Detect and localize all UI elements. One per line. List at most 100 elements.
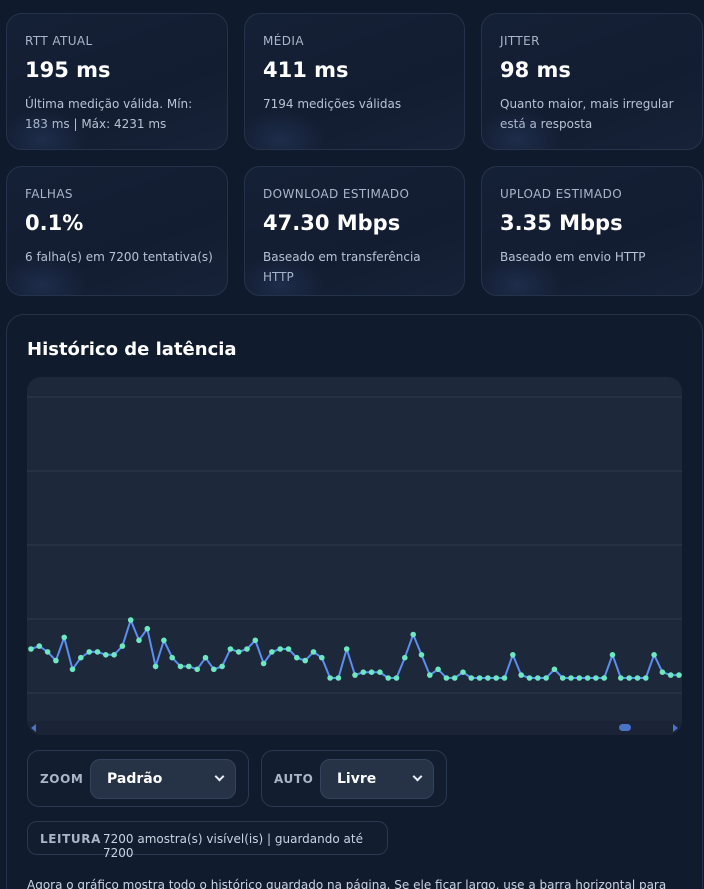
panel-title: Histórico de latência xyxy=(27,339,237,360)
latency-point xyxy=(127,617,134,623)
latency-point xyxy=(119,643,126,649)
stat-value: 3.35 Mbps xyxy=(500,211,623,235)
latency-point xyxy=(410,631,417,638)
latency-point xyxy=(352,672,358,678)
latency-point xyxy=(144,625,151,632)
latency-point xyxy=(593,675,599,681)
latency-point xyxy=(551,666,558,673)
latency-point xyxy=(327,675,333,681)
latency-chart-svg xyxy=(27,396,682,694)
latency-point xyxy=(269,649,275,655)
latency-point xyxy=(111,652,117,658)
latency-point xyxy=(659,669,666,675)
stat-label: JITTER xyxy=(500,34,540,48)
stat-card-jitter: JITTER 98 ms Quanto maior, mais irregula… xyxy=(481,13,703,150)
latency-point xyxy=(36,643,43,649)
latency-point xyxy=(568,675,574,681)
latency-point xyxy=(69,666,76,673)
latency-history-panel: Histórico de latência ZOOM Padrão AUTO L… xyxy=(6,314,703,889)
stat-description: 7194 medições válidas xyxy=(263,97,402,111)
latency-point xyxy=(676,672,682,678)
auto-label: AUTO xyxy=(274,772,314,786)
latency-point xyxy=(385,675,392,681)
latency-point xyxy=(319,654,325,661)
latency-point xyxy=(294,654,300,661)
stat-label: FALHAS xyxy=(25,187,73,201)
latency-point xyxy=(202,654,209,661)
latency-point xyxy=(335,675,342,681)
stat-label: DOWNLOAD ESTIMADO xyxy=(263,187,410,201)
latency-point xyxy=(28,646,34,652)
latency-point xyxy=(518,672,524,678)
latency-point xyxy=(526,675,533,681)
latency-point xyxy=(393,675,400,681)
latency-point xyxy=(501,675,508,681)
stat-value: 47.30 Mbps xyxy=(263,211,401,235)
latency-point xyxy=(418,652,425,658)
latency-point xyxy=(277,646,283,652)
latency-point xyxy=(443,675,450,681)
scroll-left-arrow-icon[interactable] xyxy=(31,724,36,732)
stat-value: 411 ms xyxy=(263,58,349,82)
latency-series-line xyxy=(30,617,679,679)
latency-point xyxy=(285,646,292,652)
latency-point xyxy=(468,675,475,681)
reading-text: 7200 amostra(s) visível(is) | guardando … xyxy=(103,832,363,860)
latency-point xyxy=(377,669,383,675)
stat-label: MÉDIA xyxy=(263,34,304,48)
latency-point xyxy=(169,654,175,661)
latency-point xyxy=(78,654,84,661)
latency-point xyxy=(651,652,657,658)
zoom-select-value: Padrão xyxy=(107,771,163,787)
latency-point xyxy=(302,657,309,664)
latency-point xyxy=(211,666,217,673)
latency-point xyxy=(244,646,250,652)
latency-point xyxy=(260,660,267,667)
latency-point xyxy=(510,652,516,658)
stat-card-falhas: FALHAS 0.1% 6 falha(s) em 7200 tentativa… xyxy=(6,166,228,296)
chart-horizontal-scrollbar[interactable] xyxy=(27,721,682,735)
latency-point xyxy=(476,675,483,681)
latency-point xyxy=(535,675,541,681)
latency-point xyxy=(235,649,242,655)
reading-info: LEITURA 7200 amostra(s) visível(is) | gu… xyxy=(27,821,388,860)
latency-point xyxy=(435,666,441,673)
stat-description: Baseado em envio HTTP xyxy=(500,250,646,264)
latency-point xyxy=(94,649,101,655)
stat-card-media: MÉDIA 411 ms 7194 medições válidas xyxy=(244,13,465,150)
stat-card-download: DOWNLOAD ESTIMADO 47.30 Mbps Baseado em … xyxy=(244,166,465,296)
chevron-down-icon xyxy=(412,771,423,782)
stat-value: 0.1% xyxy=(25,211,84,235)
scrollbar-thumb[interactable] xyxy=(619,724,631,731)
latency-point xyxy=(634,675,641,681)
scroll-right-arrow-icon[interactable] xyxy=(673,724,678,732)
latency-point xyxy=(368,669,375,675)
latency-point xyxy=(559,675,566,681)
stat-description: Quanto maior, mais irregular está a resp… xyxy=(500,97,674,131)
auto-select[interactable]: Livre xyxy=(320,759,434,799)
latency-point xyxy=(485,675,491,681)
latency-point xyxy=(451,675,458,681)
latency-point xyxy=(177,663,184,670)
stat-label: UPLOAD ESTIMADO xyxy=(500,187,623,201)
latency-point xyxy=(219,663,225,670)
latency-point xyxy=(460,669,466,675)
latency-point xyxy=(227,646,234,652)
latency-point xyxy=(136,637,142,644)
chevron-down-icon xyxy=(214,771,225,782)
stat-description: Última medição válida. Mín: 183 ms | Máx… xyxy=(25,97,193,131)
latency-point xyxy=(186,663,192,670)
latency-point xyxy=(44,649,51,655)
latency-point xyxy=(576,675,583,681)
zoom-select[interactable]: Padrão xyxy=(90,759,236,799)
latency-chart xyxy=(27,377,682,735)
latency-point xyxy=(53,657,59,664)
latency-point xyxy=(310,649,317,655)
stat-description: 6 falha(s) em 7200 tentativa(s) xyxy=(25,250,213,264)
chart-help-note: Agora o gráfico mostra todo o histórico … xyxy=(27,878,667,889)
latency-point xyxy=(402,654,408,661)
latency-point xyxy=(252,637,259,644)
latency-point xyxy=(493,675,500,681)
stat-value: 195 ms xyxy=(25,58,111,82)
latency-point xyxy=(360,669,367,675)
